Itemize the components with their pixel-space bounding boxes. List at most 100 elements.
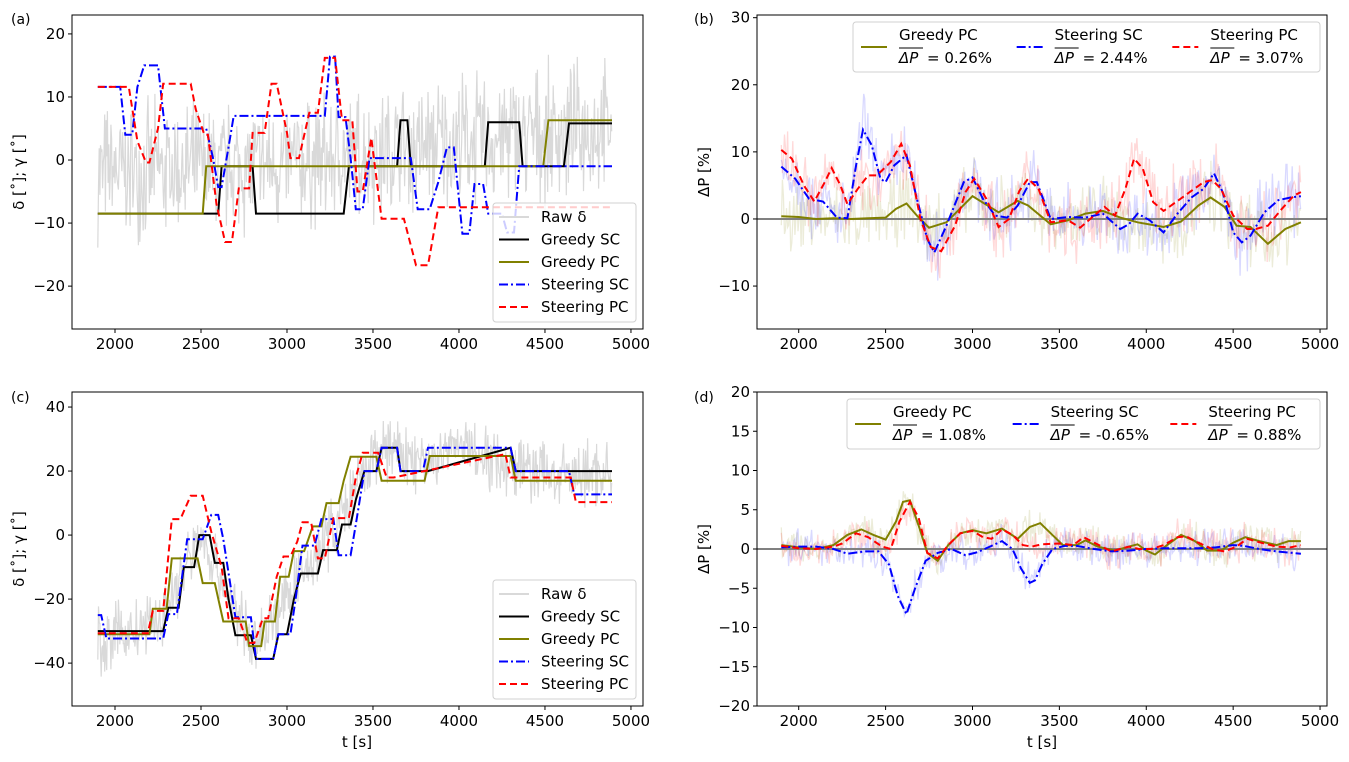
legend-label-greedy-pc: Greedy PC xyxy=(541,630,620,648)
ytick-label: −20 xyxy=(718,697,750,715)
legend-mean-symbol: ΔP xyxy=(898,49,919,67)
legend-mean-symbol: ΔP xyxy=(1054,49,1075,67)
panel-b: (b) 2000 2500 3000 3500 4000 4500 5000 −10 0 10 20… xyxy=(694,9,1339,353)
ytick-label: −5 xyxy=(728,579,750,597)
ytick-label: −40 xyxy=(33,654,65,672)
legend-label-steering-pc: Steering PC xyxy=(1208,403,1296,421)
series-steering-pc xyxy=(97,56,612,267)
xtick-label: 5000 xyxy=(612,335,650,353)
legend-label-greedy-pc: Greedy PC xyxy=(899,26,978,44)
xtick-label: 3500 xyxy=(1040,335,1078,353)
ytick-label: −10 xyxy=(718,277,750,295)
legend-label-steering-pc: Steering PC xyxy=(541,298,629,316)
ylabel-c: δ [˚]; γ [˚] xyxy=(10,511,28,587)
legend-box xyxy=(492,202,637,323)
ylabel-b: ΔP [%] xyxy=(695,147,713,197)
ytick-label: 0 xyxy=(740,540,750,558)
ytick-label: 0 xyxy=(55,151,65,169)
series-steering-sc xyxy=(781,539,1301,617)
legend-box xyxy=(492,579,637,700)
panel-label-d: (d) xyxy=(694,390,714,406)
xtick-label: 3500 xyxy=(1040,712,1078,730)
legend-label-steering-sc: Steering SC xyxy=(541,653,629,671)
legend-mean-value: = 3.07% xyxy=(1238,49,1303,67)
ytick-label: 40 xyxy=(46,398,65,416)
axes-frame-a xyxy=(71,14,644,330)
ytick-label: 0 xyxy=(55,526,65,544)
legend-label-greedy-sc: Greedy SC xyxy=(541,608,620,626)
legend-label-raw: Raw δ xyxy=(541,585,587,603)
xlabel-d: t [s] xyxy=(1027,733,1057,751)
series-raw-delta xyxy=(97,54,613,248)
legend-label-steering-sc: Steering SC xyxy=(1055,26,1143,44)
xtick-label: 2000 xyxy=(96,712,134,730)
xtick-label: 3500 xyxy=(354,712,392,730)
xtick-label: 2500 xyxy=(182,335,220,353)
panel-c: (c) 2000 2500 3000 3500 4000 4500 5000 −40 −20 0 2… xyxy=(10,390,650,751)
series-steering-sc xyxy=(97,55,612,235)
xtick-label: 4500 xyxy=(526,712,564,730)
ytick-label: 15 xyxy=(731,422,750,440)
legend-box xyxy=(852,21,1321,73)
xtick-label: 2500 xyxy=(182,712,220,730)
xtick-label: 2500 xyxy=(867,712,905,730)
ytick-label: 20 xyxy=(731,76,750,94)
legend-label-greedy-pc: Greedy PC xyxy=(541,253,620,271)
legend-mean-value: = -0.65% xyxy=(1079,426,1149,444)
series-steering-sc xyxy=(97,446,612,660)
xlabel-c: t [s] xyxy=(342,733,372,751)
xtick-label: 4000 xyxy=(440,335,478,353)
ytick-label: 5 xyxy=(740,501,750,519)
xtick-label: 4000 xyxy=(1127,712,1165,730)
ytick-label: −10 xyxy=(33,214,65,232)
axes-frame-c xyxy=(71,391,644,707)
ytick-label: 20 xyxy=(46,462,65,480)
ytick-label: 10 xyxy=(731,143,750,161)
ytick-label: 10 xyxy=(46,88,65,106)
legend-label-steering-pc: Steering PC xyxy=(1210,26,1298,44)
legend-mean-value: = 0.26% xyxy=(927,49,992,67)
ytick-label: 20 xyxy=(46,25,65,43)
panel-label-b: (b) xyxy=(694,12,714,28)
panel-label-c: (c) xyxy=(11,390,30,406)
xtick-label: 3500 xyxy=(354,335,392,353)
series-greedy-sc xyxy=(97,119,612,215)
xtick-label: 5000 xyxy=(1301,335,1339,353)
xtick-label: 5000 xyxy=(612,712,650,730)
legend-box xyxy=(846,398,1321,450)
series-raw-greedy-pc xyxy=(780,491,1302,576)
series-greedy-pc xyxy=(97,455,612,648)
series-greedy-pc xyxy=(781,194,1302,246)
legend-mean-symbol: ΔP xyxy=(1207,426,1228,444)
legend-mean-symbol: ΔP xyxy=(892,426,913,444)
ytick-label: 10 xyxy=(731,462,750,480)
xtick-label: 3000 xyxy=(953,335,991,353)
ytick-label: 20 xyxy=(731,383,750,401)
series-greedy-pc xyxy=(781,499,1301,563)
series-steering-pc xyxy=(781,499,1302,560)
series-steering-pc xyxy=(97,451,612,644)
series-raw-delta xyxy=(97,420,613,677)
panel-d: (d) 2000 2500 3000 3500 4000 4500 5000 −20 −15 −1… xyxy=(694,383,1339,751)
series-steering-sc xyxy=(780,126,1302,255)
xtick-label: 2000 xyxy=(96,335,134,353)
ytick-label: 0 xyxy=(740,210,750,228)
ytick-label: −20 xyxy=(33,277,65,295)
xtick-label: 3000 xyxy=(268,712,306,730)
legend-label-steering-pc: Steering PC xyxy=(541,675,629,693)
legend-label-greedy-pc: Greedy PC xyxy=(893,403,972,421)
xtick-label: 4500 xyxy=(526,335,564,353)
legend-label-greedy-sc: Greedy SC xyxy=(541,231,620,249)
legend-mean-value: = 1.08% xyxy=(921,426,986,444)
series-raw-steering-pc xyxy=(780,501,1302,570)
xtick-label: 4500 xyxy=(1214,712,1252,730)
xtick-label: 4500 xyxy=(1214,335,1252,353)
xtick-label: 3000 xyxy=(953,712,991,730)
panel-a: (a) 2000 2500 3000 3500 4000 4500 5000 −20 −10 0 1… xyxy=(10,12,650,353)
ytick-label: 30 xyxy=(731,9,750,27)
legend-mean-symbol: ΔP xyxy=(1209,49,1230,67)
xtick-label: 3000 xyxy=(268,335,306,353)
legend-label-steering-sc: Steering SC xyxy=(1051,403,1139,421)
legend-mean-value: = 2.44% xyxy=(1083,49,1148,67)
